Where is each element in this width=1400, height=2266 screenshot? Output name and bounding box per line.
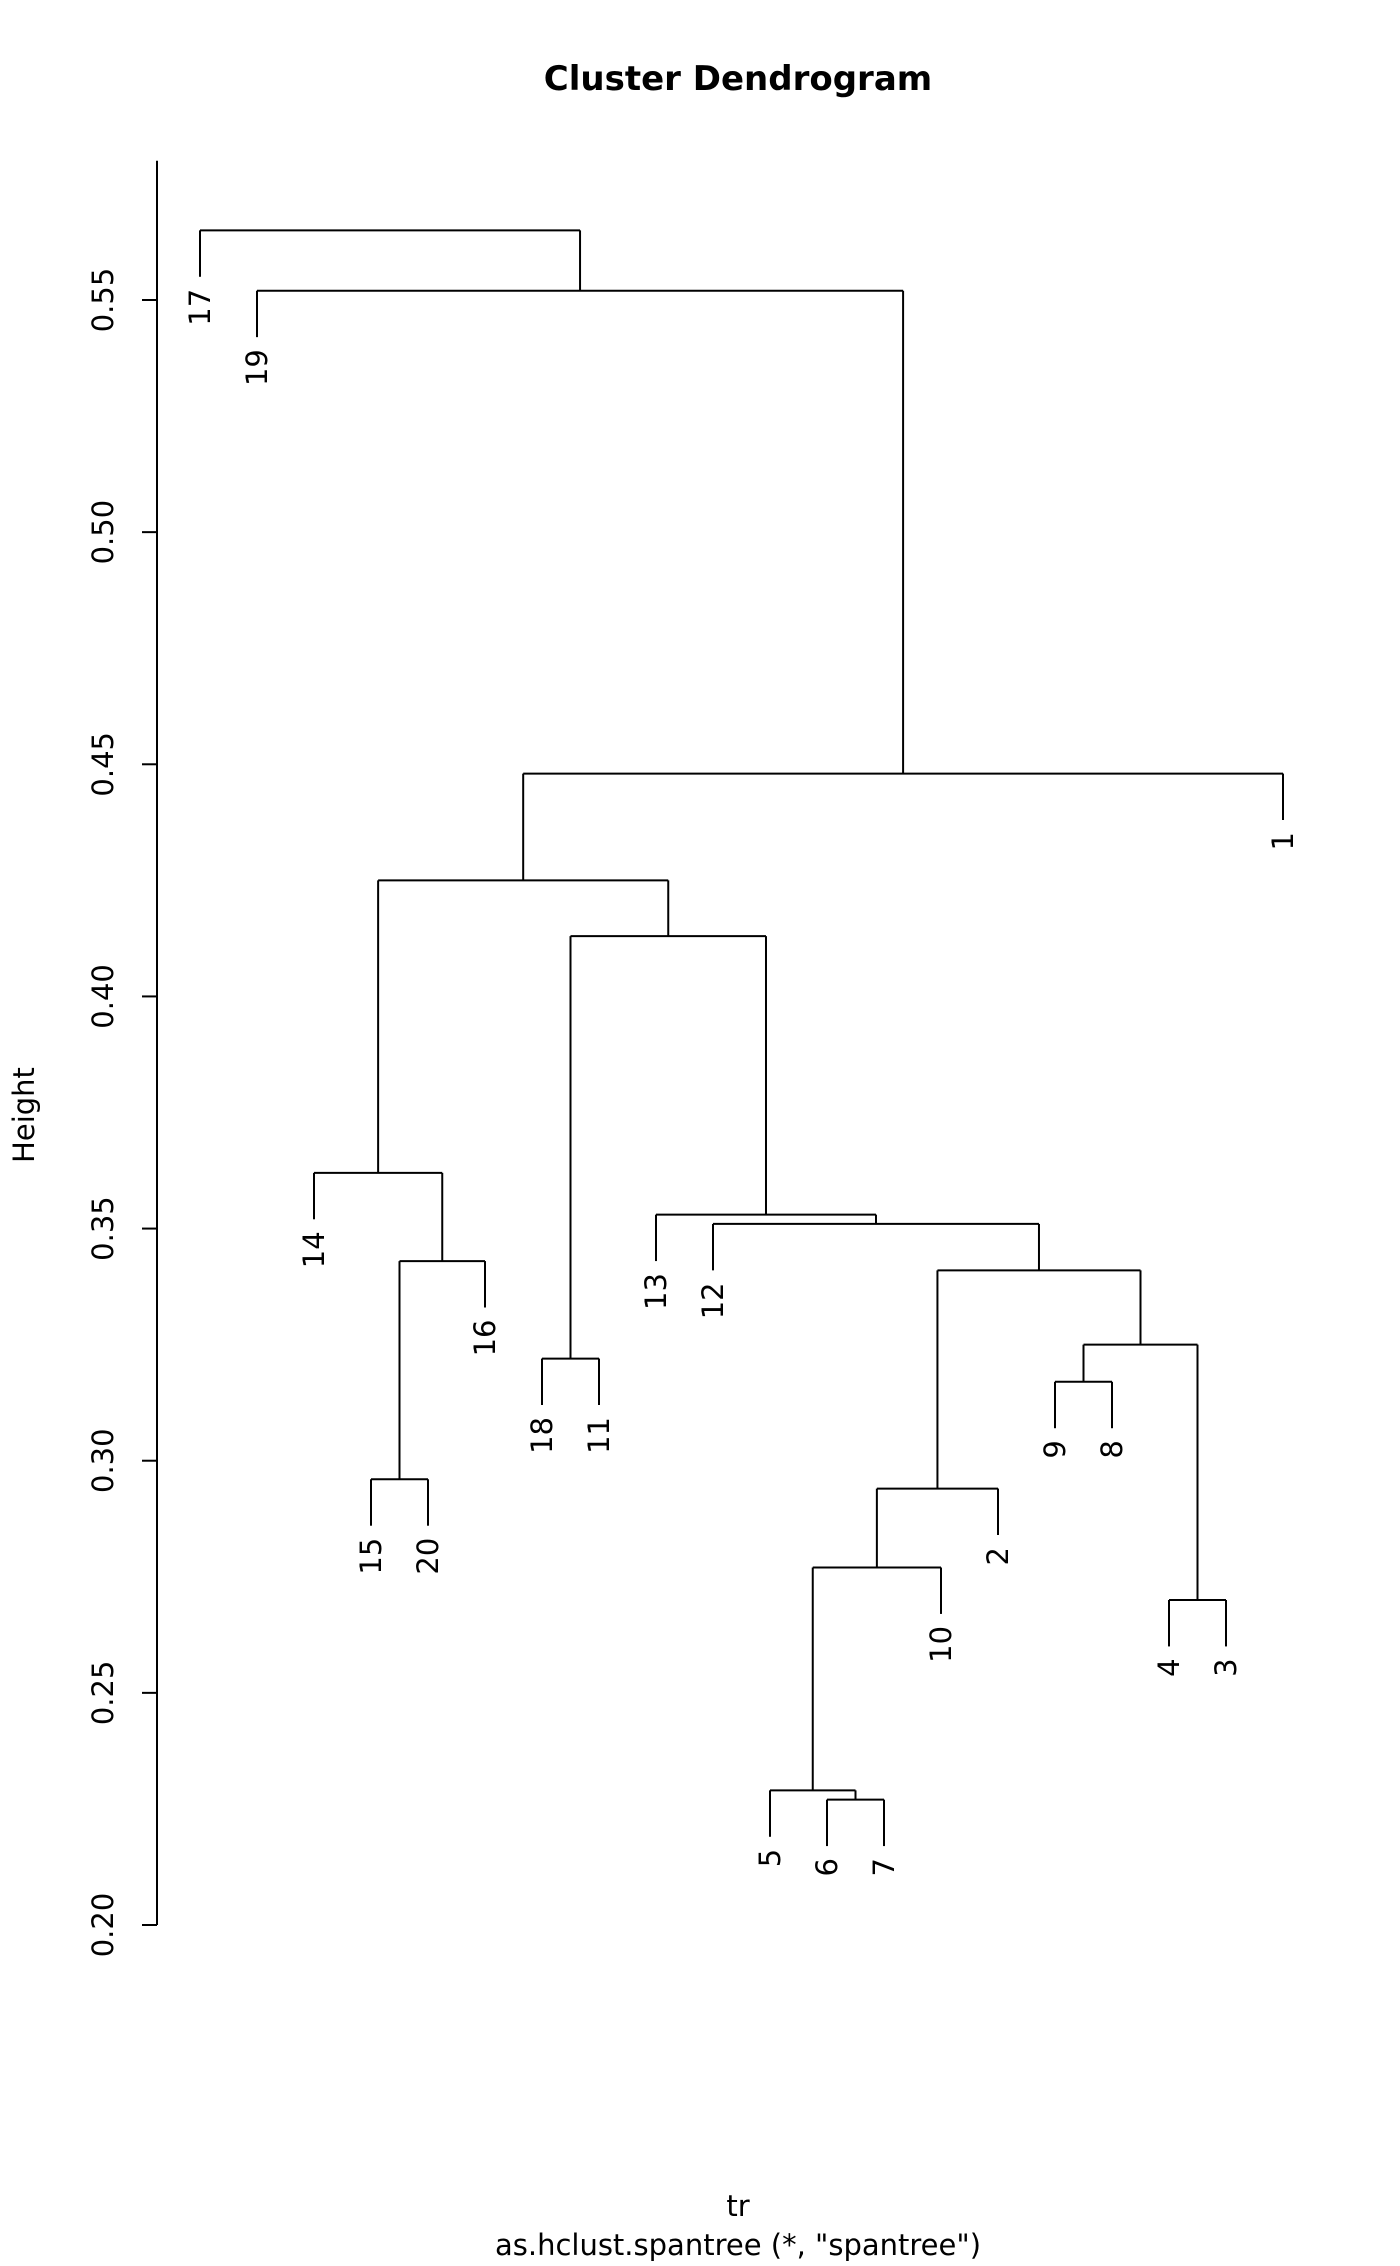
leaf-label: 5 — [753, 1849, 787, 1867]
chart-title: Cluster Dendrogram — [544, 59, 932, 99]
y-axis: 0.20 0.25 0.30 0.35 0.40 0.45 0.50 0.55 — [86, 160, 158, 1958]
leaf-label: 9 — [1038, 1440, 1072, 1458]
leaf-label: 4 — [1152, 1658, 1186, 1676]
leaf-label: 10 — [924, 1626, 958, 1663]
y-tick-label: 0.55 — [86, 268, 120, 333]
y-tick-label: 0.40 — [86, 964, 120, 1029]
leaf-label: 14 — [297, 1231, 331, 1268]
y-tick-label: 0.20 — [86, 1893, 120, 1958]
leaf-label: 12 — [696, 1282, 730, 1319]
leaf-label: 8 — [1095, 1440, 1129, 1458]
leaf-label: 11 — [582, 1417, 616, 1454]
leaf-label: 1 — [1266, 832, 1300, 850]
y-tick-label: 0.25 — [86, 1661, 120, 1726]
y-tick-label: 0.50 — [86, 500, 120, 565]
leaf-labels: 17 19 14 15 20 16 18 11 13 12 5 6 7 10 2 9 8 4 3 1 — [183, 289, 1300, 1877]
leaf-label: 2 — [981, 1547, 1015, 1565]
dendrogram-tree — [199, 229, 1284, 1847]
leaf-label: 3 — [1209, 1658, 1243, 1676]
y-tick-label: 0.35 — [86, 1196, 120, 1261]
y-tick-label: 0.30 — [86, 1428, 120, 1493]
x-axis-label: tr — [726, 2189, 749, 2223]
chart-subtitle: as.hclust.spantree (*, "spantree") — [495, 2228, 981, 2262]
leaf-label: 18 — [525, 1417, 559, 1454]
leaf-label: 15 — [354, 1538, 388, 1575]
leaf-label: 16 — [468, 1320, 502, 1357]
leaf-label: 19 — [240, 349, 274, 386]
leaf-label: 6 — [810, 1858, 844, 1876]
y-axis-label: Height — [7, 1067, 41, 1163]
leaf-label: 13 — [639, 1273, 673, 1310]
leaf-label: 7 — [867, 1858, 901, 1876]
leaf-label: 20 — [411, 1538, 445, 1575]
leaf-label: 17 — [183, 289, 217, 326]
y-tick-label: 0.45 — [86, 732, 120, 797]
